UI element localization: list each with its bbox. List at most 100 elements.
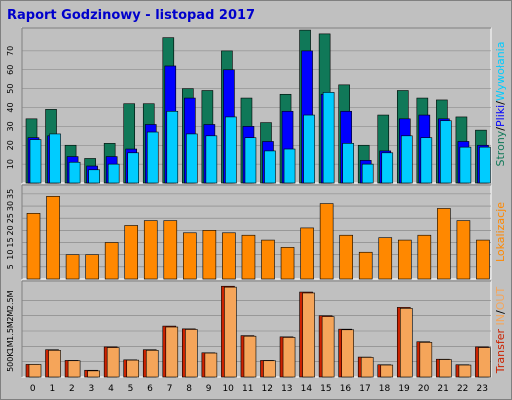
bar-lokalizacje bbox=[143, 220, 158, 280]
legend-strony-pliki-wywolania-segment: Strony bbox=[494, 130, 507, 166]
legend-strony-pliki-wywolania-segment: Pliki bbox=[494, 105, 507, 127]
x-tick-label: 17 bbox=[359, 384, 370, 394]
x-tick-label: 19 bbox=[398, 384, 410, 394]
y-tick-label: 5 bbox=[6, 264, 15, 269]
y-tick-label: 10 bbox=[6, 159, 15, 169]
x-tick-label: 18 bbox=[379, 384, 391, 394]
legend-transfer-in-out-segment: Transfer bbox=[494, 328, 507, 374]
bar-wywolania bbox=[400, 135, 413, 184]
bar-lokalizacje bbox=[417, 234, 432, 280]
bar-wywolania bbox=[166, 110, 179, 184]
y-tick-label: 2.5M bbox=[6, 290, 15, 310]
x-tick-label: 2 bbox=[69, 384, 75, 394]
bar-lokalizacje bbox=[437, 208, 451, 280]
legend-lokalizacje-segment: Lokalizacje bbox=[494, 202, 507, 262]
x-tick-label: 9 bbox=[206, 384, 212, 394]
bar-lokalizacje bbox=[261, 239, 275, 280]
locations-panel-background bbox=[21, 184, 492, 280]
x-tick-label: 20 bbox=[418, 384, 430, 394]
y-tick-label: 35 bbox=[6, 189, 15, 199]
bar-wywolania bbox=[303, 114, 315, 184]
bar-transfer-out bbox=[126, 359, 140, 378]
bar-lokalizacje bbox=[339, 234, 353, 280]
x-tick-label: 23 bbox=[477, 384, 488, 394]
legend-lokalizacje: Lokalizacje bbox=[494, 202, 507, 262]
bar-wywolania bbox=[381, 152, 394, 184]
bar-wywolania bbox=[225, 116, 237, 184]
y-tick-label: 500K bbox=[6, 351, 15, 372]
legend-transfer-in-out: Transfer IN/OUT bbox=[494, 287, 507, 375]
x-tick-label: 8 bbox=[186, 384, 192, 394]
bar-lokalizacje bbox=[319, 203, 334, 280]
bar-transfer-out bbox=[360, 357, 374, 378]
legend-strony-pliki-wywolania-segment: Wywołania bbox=[494, 42, 507, 102]
y-tick-label: 30 bbox=[6, 121, 15, 131]
bar-wywolania bbox=[420, 137, 433, 184]
bar-transfer-out bbox=[204, 352, 218, 378]
bar-transfer-out bbox=[224, 286, 237, 378]
bar-lokalizacje bbox=[476, 239, 490, 280]
x-tick-label: 16 bbox=[340, 384, 352, 394]
y-tick-label: 15 bbox=[6, 237, 15, 247]
bar-wywolania bbox=[322, 92, 335, 184]
x-tick-label: 7 bbox=[167, 384, 173, 394]
bar-transfer-out bbox=[67, 360, 81, 378]
bar-wywolania bbox=[440, 120, 452, 184]
bar-wywolania bbox=[29, 139, 42, 184]
bar-transfer-out bbox=[185, 329, 198, 378]
bar-wywolania bbox=[244, 137, 257, 184]
y-tick-label: 40 bbox=[6, 102, 15, 112]
legend-strony-pliki-wywolania: Strony/Pliki/Wywołania bbox=[494, 42, 507, 167]
bar-transfer-out bbox=[478, 347, 491, 378]
bar-transfer-out bbox=[321, 316, 335, 378]
x-tick-label: 3 bbox=[89, 384, 95, 394]
bar-transfer-out bbox=[380, 364, 394, 378]
y-tick-label: 20 bbox=[6, 140, 15, 150]
bar-transfer-out bbox=[28, 364, 42, 378]
x-tick-label: 15 bbox=[320, 384, 331, 394]
bar-transfer-out bbox=[399, 308, 413, 378]
bar-transfer-out bbox=[263, 360, 276, 378]
bar-lokalizacje bbox=[397, 239, 412, 280]
bar-lokalizacje bbox=[202, 230, 217, 280]
x-tick-label: 1 bbox=[49, 384, 55, 394]
bar-lokalizacje bbox=[46, 195, 60, 280]
y-tick-label: 30 bbox=[6, 201, 15, 211]
y-tick-label: 50 bbox=[6, 84, 15, 94]
x-tick-label: 13 bbox=[281, 384, 292, 394]
bar-wywolania bbox=[459, 146, 472, 184]
y-tick-label: 20 bbox=[6, 225, 15, 235]
bar-lokalizacje bbox=[300, 227, 314, 280]
bar-wywolania bbox=[479, 146, 491, 184]
bar-wywolania bbox=[205, 135, 218, 184]
legend-transfer-in-out-segment: IN bbox=[494, 314, 507, 329]
bar-lokalizacje bbox=[183, 232, 197, 280]
bar-transfer-out bbox=[87, 370, 100, 378]
bar-transfer-out bbox=[145, 350, 159, 378]
bar-lokalizacje bbox=[85, 254, 99, 280]
x-tick-label: 0 bbox=[30, 384, 36, 394]
bar-lokalizacje bbox=[358, 251, 373, 280]
bar-transfer-out bbox=[439, 359, 452, 378]
bar-lokalizacje bbox=[124, 225, 139, 280]
y-tick-label: 60 bbox=[6, 65, 15, 75]
bar-wywolania bbox=[88, 169, 100, 184]
x-tick-label: 14 bbox=[301, 384, 313, 394]
x-tick-label: 10 bbox=[222, 384, 234, 394]
bar-wywolania bbox=[264, 150, 276, 184]
bar-transfer-out bbox=[282, 337, 296, 378]
bar-wywolania bbox=[68, 161, 81, 184]
legend-transfer-in-out-segment: OUT bbox=[494, 287, 507, 311]
x-tick-label: 11 bbox=[242, 384, 253, 394]
bar-transfer-out bbox=[243, 335, 257, 378]
bar-lokalizacje bbox=[222, 232, 236, 280]
bar-lokalizacje bbox=[104, 242, 119, 280]
y-tick-label: 2M bbox=[6, 310, 15, 322]
legend-transfer-in-out-segment: / bbox=[494, 310, 507, 314]
bar-wywolania bbox=[186, 133, 198, 184]
x-tick-label: 5 bbox=[128, 384, 134, 394]
x-tick-label: 22 bbox=[457, 384, 468, 394]
bar-wywolania bbox=[49, 133, 61, 184]
